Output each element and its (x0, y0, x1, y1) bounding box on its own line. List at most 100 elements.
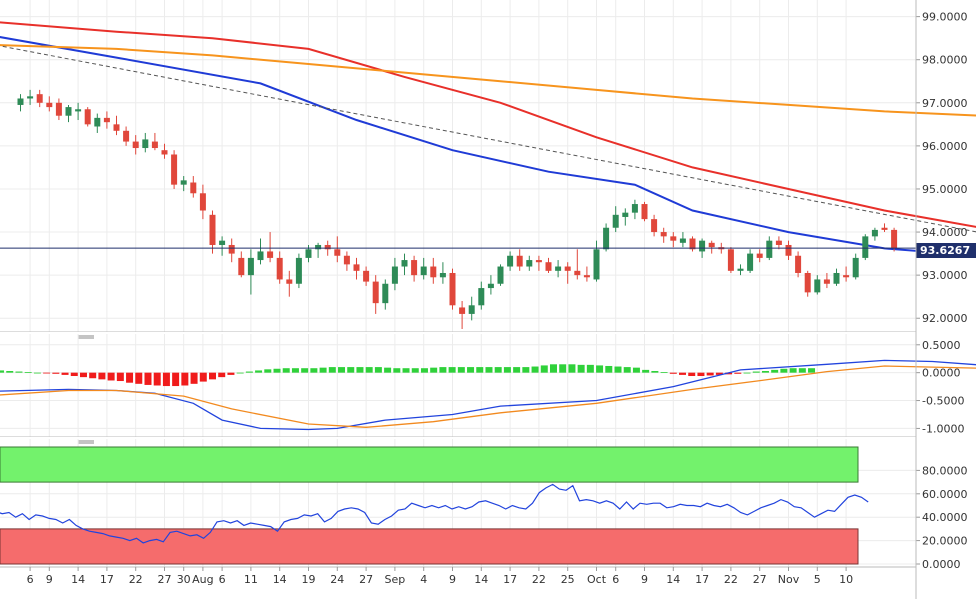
candle-body (468, 305, 475, 314)
candle-body (372, 281, 379, 304)
macd-histogram-bar (679, 372, 687, 375)
macd-histogram-bar (98, 372, 106, 380)
x-tick-label: 22 (129, 573, 143, 586)
macd-histogram-bar (623, 367, 631, 373)
x-tick-label: 17 (503, 573, 517, 586)
macd-histogram-bar (485, 367, 493, 373)
x-tick-label: 9 (46, 573, 53, 586)
candle-body (823, 279, 830, 284)
macd-panel[interactable] (0, 334, 976, 438)
candle-body (17, 98, 24, 105)
macd-histogram-bar (771, 369, 779, 373)
candle-body (430, 266, 437, 278)
x-tick-label: 30 (177, 573, 191, 586)
candle-body (622, 212, 629, 217)
macd-histogram-bar (761, 370, 769, 373)
macd-histogram-bar (319, 367, 327, 373)
macd-histogram-bar (374, 367, 382, 373)
macd-histogram-bar (116, 372, 124, 382)
macd-histogram-bar (669, 372, 677, 374)
candle-body (699, 240, 706, 252)
candle-body (27, 96, 34, 99)
current-price-badge (916, 243, 976, 258)
macd-histogram-bar (89, 372, 97, 379)
candle-body (679, 238, 686, 243)
candle-body (507, 255, 514, 267)
candle-body (660, 232, 667, 237)
macd-axis: 0.5000 0.0000 -0.5000 -1.0000 (916, 339, 964, 435)
macd-histogram-bar (384, 367, 392, 373)
y-tick-label: -0.5000 (922, 395, 964, 408)
candle-body (641, 204, 648, 220)
moving-average-line (0, 44, 976, 117)
x-tick-label: 14 (273, 573, 287, 586)
candle-body (171, 154, 178, 185)
macd-histogram-bar (734, 372, 742, 374)
y-tick-label: 98.0000 (922, 54, 968, 67)
y-tick-label: 99.0000 (922, 11, 968, 24)
macd-histogram-bar (347, 367, 355, 373)
candle-body (142, 139, 149, 149)
macd-histogram-bar (79, 372, 87, 378)
current-price-value: 93.6267 (920, 244, 970, 257)
y-tick-label: 20.0000 (922, 535, 968, 548)
candle-body (670, 236, 677, 241)
macd-histogram-bar (549, 364, 557, 373)
macd-histogram-bar (651, 370, 659, 373)
macd-histogram-bar (596, 365, 604, 373)
candle-body (766, 240, 773, 258)
candle-body (727, 249, 734, 271)
candle-body (603, 227, 610, 250)
x-tick-label: 24 (330, 573, 344, 586)
candle-body (36, 94, 43, 103)
macd-histogram-bar (273, 368, 281, 373)
macd-histogram-bar (61, 372, 69, 375)
macd-histogram-bar (328, 367, 336, 373)
macd-histogram-bar (282, 368, 290, 373)
macd-line (0, 359, 976, 431)
macd-histogram-bar (448, 367, 456, 373)
rsi-panel[interactable] (0, 439, 916, 567)
panel-splitter-1[interactable] (0, 332, 916, 340)
candle-body (295, 257, 302, 284)
x-tick-label: 14 (666, 573, 680, 586)
y-tick-label: 0.0000 (922, 558, 961, 571)
macd-histogram-bar (33, 372, 41, 374)
candle-body (814, 279, 821, 293)
macd-histogram-bar (338, 367, 346, 373)
macd-histogram-bar (153, 372, 161, 386)
x-tick-label: 6 (27, 573, 34, 586)
macd-histogram-bar (789, 368, 797, 373)
price-panel[interactable] (0, 0, 976, 333)
macd-histogram-bar (209, 372, 216, 380)
trendline (0, 45, 976, 233)
candlesticks (17, 89, 898, 329)
candle-body (612, 214, 619, 228)
macd-histogram-bar (540, 365, 548, 373)
rsi-overbought-zone (0, 446, 859, 483)
macd-histogram-bar (227, 372, 235, 375)
candle-body (267, 251, 274, 258)
macd-histogram-bar (310, 368, 318, 373)
macd-histogram-bar (457, 367, 465, 373)
macd-histogram-bar (0, 370, 5, 373)
y-tick-label: 95.0000 (922, 183, 968, 196)
macd-histogram-bar (494, 367, 502, 373)
y-tick-label: 96.0000 (922, 140, 968, 153)
candle-body (862, 236, 869, 258)
x-tick-label: 10 (839, 573, 853, 586)
macd-histogram-bar (798, 368, 806, 373)
candle-body (190, 182, 197, 194)
y-tick-label: -1.0000 (922, 422, 964, 435)
macd-histogram-bar (559, 364, 567, 373)
candle-body (219, 240, 226, 245)
candle-body (161, 150, 168, 155)
candle-body (747, 253, 754, 271)
candle-body (871, 229, 878, 237)
x-tick-label: 27 (158, 573, 172, 586)
candle-body (305, 249, 312, 258)
macd-histogram-bar (642, 369, 650, 373)
x-tick-label: 14 (474, 573, 488, 586)
candle-body (324, 244, 331, 250)
panel-splitter-2[interactable] (0, 437, 916, 445)
